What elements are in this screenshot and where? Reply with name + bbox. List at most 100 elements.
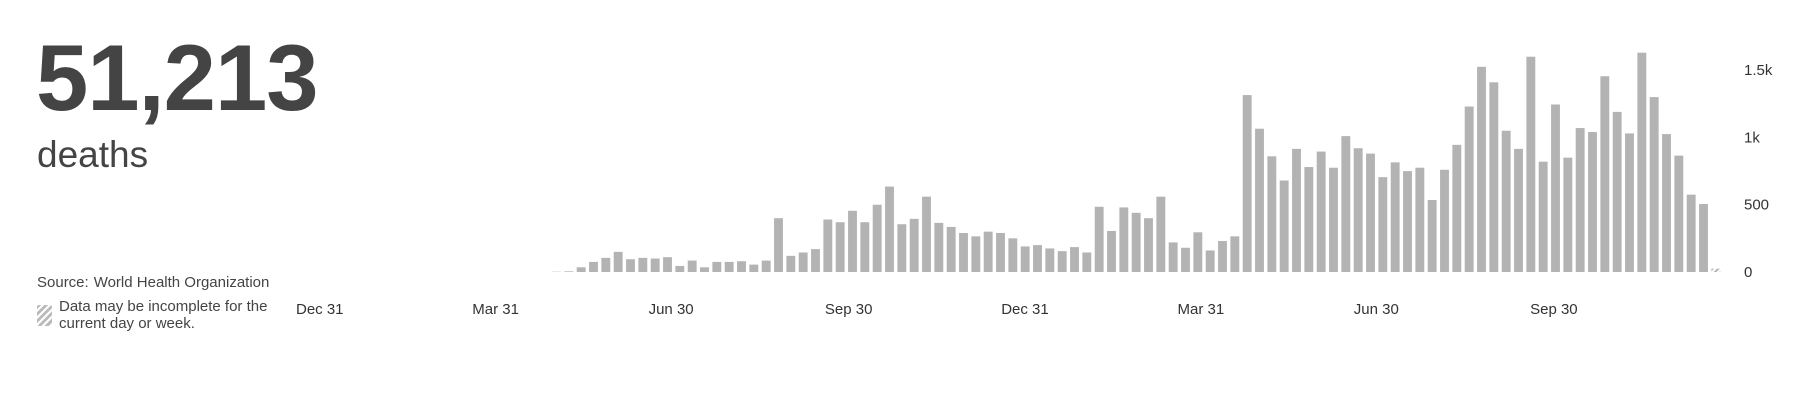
bar bbox=[1563, 157, 1573, 272]
y-tick-label: 500 bbox=[1744, 197, 1769, 214]
metric-label: deaths bbox=[37, 134, 149, 175]
bar bbox=[996, 232, 1005, 272]
bar bbox=[1440, 169, 1449, 272]
bar bbox=[1304, 167, 1314, 272]
bar bbox=[626, 259, 635, 272]
bar bbox=[811, 249, 820, 272]
bar bbox=[1131, 212, 1141, 272]
bars-group bbox=[552, 52, 1721, 273]
bar bbox=[823, 219, 833, 272]
bar bbox=[1255, 128, 1264, 272]
bar bbox=[1168, 242, 1178, 272]
bar bbox=[1526, 56, 1536, 273]
bar bbox=[1575, 128, 1585, 272]
incomplete-data-text: Data may be incomplete for the current d… bbox=[59, 298, 268, 332]
bar bbox=[860, 222, 870, 272]
bar bbox=[1156, 196, 1166, 272]
bar bbox=[1514, 148, 1523, 272]
source-value: World Health Organization bbox=[93, 274, 270, 291]
bar bbox=[576, 267, 586, 272]
x-tick-label: Dec 31 bbox=[296, 301, 344, 318]
y-tick-label: 0 bbox=[1744, 264, 1752, 281]
bar bbox=[971, 236, 981, 272]
bar bbox=[1637, 52, 1647, 272]
bar bbox=[1057, 251, 1067, 272]
bar bbox=[700, 267, 709, 272]
bar bbox=[1008, 238, 1018, 272]
bar bbox=[1538, 161, 1548, 272]
bar bbox=[737, 261, 746, 272]
bar bbox=[774, 218, 783, 272]
source-label: Source: bbox=[37, 274, 89, 291]
bar bbox=[1489, 82, 1499, 272]
bar bbox=[1501, 130, 1511, 272]
bar-incomplete bbox=[1711, 268, 1721, 272]
hatch-pattern-icon bbox=[37, 305, 52, 326]
bar bbox=[1020, 246, 1030, 272]
bar bbox=[1464, 106, 1474, 272]
bar bbox=[786, 255, 796, 272]
bar bbox=[1242, 95, 1252, 272]
bar bbox=[1390, 162, 1400, 272]
bar bbox=[897, 224, 907, 272]
bar bbox=[1193, 232, 1203, 272]
bar bbox=[848, 210, 857, 272]
bar bbox=[1366, 153, 1375, 272]
x-tick-label: Sep 30 bbox=[1530, 301, 1578, 318]
bar bbox=[885, 186, 894, 272]
bar bbox=[1427, 200, 1437, 272]
bar bbox=[712, 261, 722, 272]
x-tick-label: Mar 31 bbox=[1178, 301, 1225, 318]
bar bbox=[675, 265, 685, 272]
bar bbox=[1033, 245, 1042, 272]
bar bbox=[1267, 156, 1277, 272]
bar bbox=[761, 260, 771, 272]
bar bbox=[650, 258, 660, 272]
bar bbox=[1477, 66, 1486, 272]
bar bbox=[601, 257, 611, 272]
bar bbox=[564, 271, 574, 272]
bar bbox=[959, 232, 968, 272]
bar bbox=[946, 226, 956, 272]
bar bbox=[1094, 206, 1104, 272]
bar bbox=[1218, 241, 1227, 272]
bar bbox=[613, 251, 623, 272]
y-tick-label: 1.5k bbox=[1744, 62, 1773, 79]
x-tick-label: Sep 30 bbox=[825, 301, 873, 318]
bar bbox=[1649, 97, 1659, 272]
bar bbox=[1452, 144, 1462, 272]
bar bbox=[1341, 136, 1351, 272]
bar bbox=[1316, 151, 1326, 272]
bar bbox=[1082, 252, 1092, 272]
bar bbox=[638, 257, 648, 272]
bar bbox=[934, 222, 944, 272]
bar bbox=[922, 196, 931, 272]
x-axis-tick-labels: Dec 31 Mar 31 Jun 30 Sep 30 Dec 31 Mar 31 Jun … bbox=[296, 301, 1578, 318]
bar bbox=[1070, 247, 1079, 272]
bar bbox=[1415, 167, 1425, 272]
bar bbox=[1107, 230, 1116, 272]
bar bbox=[1045, 248, 1055, 272]
bar bbox=[1699, 204, 1708, 272]
bar bbox=[1551, 104, 1560, 273]
bar bbox=[872, 204, 882, 272]
bar bbox=[1662, 134, 1671, 272]
bar bbox=[663, 257, 672, 272]
x-tick-label: Jun 30 bbox=[649, 301, 694, 318]
x-tick-label: Dec 31 bbox=[1001, 301, 1049, 318]
bar bbox=[1674, 155, 1684, 272]
bar bbox=[589, 261, 598, 272]
bar bbox=[1279, 180, 1289, 272]
bar bbox=[1353, 148, 1363, 272]
bar bbox=[1600, 76, 1610, 273]
bar bbox=[1119, 207, 1129, 272]
x-tick-label: Jun 30 bbox=[1354, 301, 1399, 318]
bar bbox=[724, 261, 734, 272]
bar bbox=[1181, 247, 1190, 272]
total-deaths-value: 51,213 bbox=[36, 25, 319, 130]
bar bbox=[1230, 236, 1240, 272]
bar bbox=[1378, 177, 1388, 272]
bar bbox=[983, 231, 993, 272]
bar bbox=[1292, 148, 1301, 272]
